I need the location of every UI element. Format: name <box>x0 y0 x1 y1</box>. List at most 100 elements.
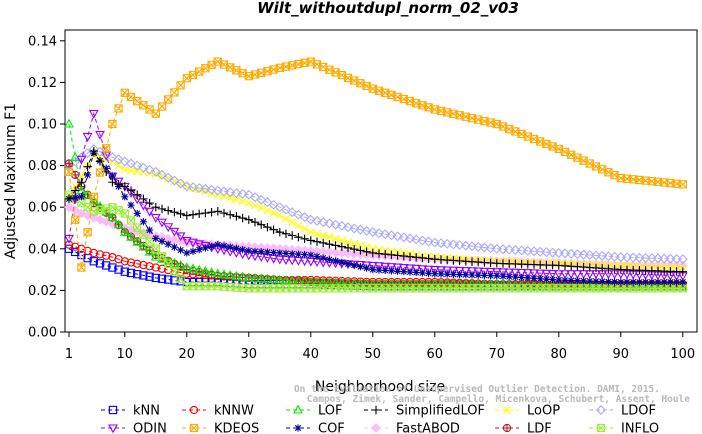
point-inflo-cross <box>151 244 160 253</box>
point-ldof <box>380 229 391 240</box>
point-odin <box>535 269 546 279</box>
point-kdeos-cross <box>96 168 104 177</box>
point-lof <box>169 258 180 267</box>
point-simplifiedlof <box>108 178 117 187</box>
point-simplifiedlof <box>89 146 98 156</box>
point-simplifiedlof <box>306 236 315 245</box>
point-ldof <box>659 253 670 264</box>
point-ldof <box>113 154 124 165</box>
y-tick-label: 0.12 <box>28 76 57 91</box>
point-kdeos-cross <box>71 215 80 224</box>
point-kdeos-cross <box>108 120 117 128</box>
point-cof <box>270 248 278 257</box>
point-cof <box>189 247 197 255</box>
point-loop <box>251 201 259 210</box>
point-inflo <box>325 284 334 293</box>
y-tick-label: 0.06 <box>28 201 57 216</box>
point-inflo <box>418 284 427 293</box>
point-loop <box>306 228 315 237</box>
point-kdeos <box>281 62 291 71</box>
point-inflo <box>331 284 340 293</box>
point-simplifiedlof <box>170 207 179 217</box>
point-ldof <box>330 219 341 230</box>
point-lof <box>144 246 155 256</box>
point-cof <box>301 251 309 259</box>
point-odin <box>460 267 471 276</box>
series-kdeos <box>64 57 687 272</box>
point-inflo <box>232 283 241 292</box>
point-simplifiedlof <box>381 250 390 259</box>
point-ldof <box>293 209 304 220</box>
point-kdeos-cross <box>102 144 111 153</box>
point-lof <box>101 206 112 216</box>
point-ldof <box>634 252 645 263</box>
point-ldof <box>231 188 242 199</box>
point-kdeos <box>660 178 669 187</box>
point-cof <box>592 277 600 285</box>
point-odin <box>560 270 570 280</box>
point-odin <box>95 130 105 140</box>
y-axis-label: Adjusted Maximum F1 <box>3 103 19 259</box>
point-lof <box>200 265 211 275</box>
point-simplifiedlof <box>288 231 297 240</box>
point-cof <box>344 260 352 268</box>
point-ldof <box>144 164 155 175</box>
legend-marker-simplifiedlof <box>371 405 381 415</box>
point-ldf-cross <box>65 159 73 168</box>
point-lof <box>374 278 384 288</box>
point-lof <box>126 231 136 241</box>
point-lof <box>343 277 353 287</box>
point-ldof <box>529 246 539 257</box>
point-simplifiedlof <box>424 254 433 263</box>
point-simplifiedlof <box>244 215 253 224</box>
point-lof <box>82 190 93 200</box>
point-inflo <box>151 244 160 253</box>
point-kdeos <box>467 114 477 123</box>
legend-label-kdeos: KDEOS <box>214 422 259 434</box>
point-ldof <box>677 254 688 265</box>
point-simplifiedlof <box>207 207 216 217</box>
point-knn <box>114 265 123 274</box>
point-kdeos <box>474 115 483 124</box>
point-ldof <box>281 204 291 215</box>
point-lof <box>312 276 322 286</box>
point-cof <box>555 276 563 284</box>
point-simplifiedlof <box>250 217 260 227</box>
point-odin <box>392 263 403 273</box>
point-cof <box>183 249 191 257</box>
point-odin <box>510 268 521 278</box>
point-inflo <box>474 284 483 293</box>
watermark-line-1: Campos, Zimek, Sander, Campello, Micenko… <box>307 394 690 405</box>
point-lof <box>411 278 422 288</box>
point-ldof <box>504 244 515 255</box>
point-simplifiedlof <box>368 248 377 258</box>
point-simplifiedlof <box>139 194 148 204</box>
point-ldof <box>479 242 490 253</box>
point-ldof <box>386 230 397 241</box>
point-inflo <box>120 209 129 218</box>
point-odin <box>448 266 459 276</box>
point-loop <box>275 211 284 220</box>
point-knnw <box>145 262 154 271</box>
series-inflo <box>64 190 687 293</box>
point-inflo <box>573 284 582 293</box>
point-ldof <box>256 194 267 205</box>
point-knnw <box>157 264 167 273</box>
point-odin <box>398 263 409 273</box>
point-ldof <box>262 197 273 208</box>
point-loop <box>325 233 334 242</box>
point-kdeos <box>629 175 638 184</box>
point-lof <box>491 278 502 288</box>
point-simplifiedlof <box>238 213 247 223</box>
point-simplifiedlof <box>412 253 421 262</box>
point-ldof <box>132 160 143 171</box>
point-fastabod <box>107 218 118 229</box>
point-cof <box>133 209 141 218</box>
point-cof <box>400 268 408 276</box>
point-cof <box>474 271 482 279</box>
point-knn <box>151 273 160 283</box>
point-odin <box>144 207 155 217</box>
series-line-simplifiedlof <box>68 149 683 273</box>
x-axis-label: Neighborhood size <box>315 379 445 395</box>
x-tick-label: 80 <box>551 347 568 362</box>
